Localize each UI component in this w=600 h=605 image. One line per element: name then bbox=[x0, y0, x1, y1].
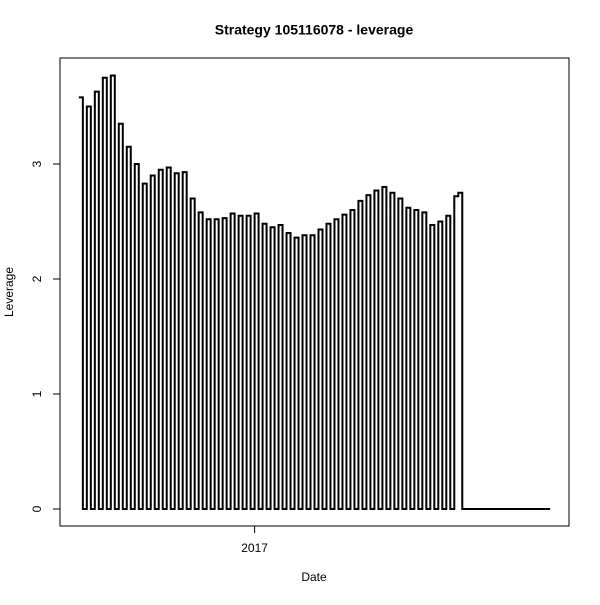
plot-frame bbox=[59, 57, 570, 527]
y-axis-title: Leverage bbox=[2, 267, 16, 317]
y-tick-label: 2 bbox=[30, 275, 44, 282]
x-tick-label: 2017 bbox=[241, 541, 268, 555]
chart-title: Strategy 105116078 - leverage bbox=[215, 22, 414, 38]
data-line bbox=[78, 74, 551, 510]
x-axis-title: Date bbox=[301, 570, 327, 584]
y-tick-label: 1 bbox=[30, 390, 44, 397]
y-tick-label: 0 bbox=[30, 505, 44, 512]
y-tick-label: 3 bbox=[30, 160, 44, 167]
